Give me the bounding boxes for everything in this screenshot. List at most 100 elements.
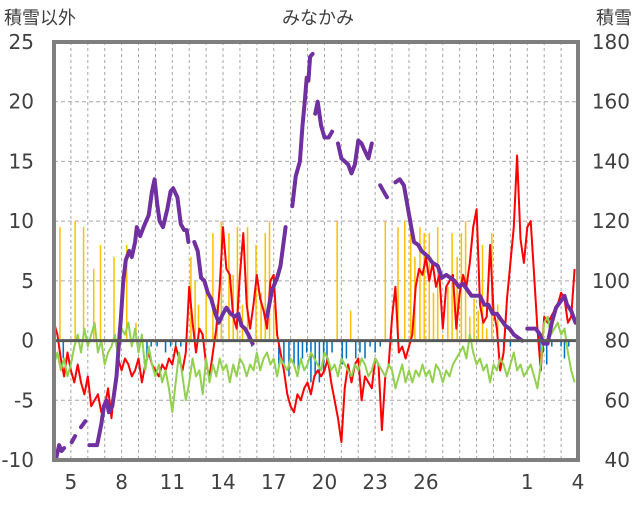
snow_depth-line [87, 177, 191, 448]
precip-bar [403, 221, 406, 341]
precip-bar [542, 340, 545, 353]
precip-bar [205, 292, 207, 341]
series-lines [52, 51, 578, 462]
precip-bar [359, 340, 361, 353]
x-tick-label: 4 [572, 470, 585, 494]
precip-bar [288, 340, 290, 377]
x-tick-label: 11 [160, 470, 185, 494]
x-tick-label: 1 [521, 470, 534, 494]
precip-bar [477, 310, 480, 341]
x-tick-label: 14 [210, 470, 235, 494]
precip-bar [567, 340, 570, 347]
precip-bar [485, 328, 488, 341]
precip-bar [150, 340, 152, 347]
temp_max-line [53, 154, 576, 444]
precip-bar [481, 245, 484, 341]
x-tick-label: 26 [413, 470, 438, 494]
precip-bar [331, 340, 333, 353]
plot-frame [52, 40, 580, 462]
precip-bar [164, 340, 167, 353]
precip-bar [293, 340, 295, 365]
precip-bar [364, 340, 366, 359]
precip-bar [297, 340, 300, 371]
precip-bar [260, 292, 262, 341]
precip-bar [74, 221, 76, 341]
precip-bar [326, 340, 328, 365]
precip-bar [447, 286, 449, 341]
left-tick-label: 15 [9, 149, 34, 173]
left-tick-label: -5 [14, 388, 34, 412]
precip-bar [496, 304, 499, 341]
precip-bar [194, 280, 196, 341]
precip-bar [310, 340, 312, 383]
precip-bar [451, 233, 453, 341]
right-tick-label: 140 [592, 149, 630, 173]
precip-bar [539, 340, 541, 353]
right-tick-label: 60 [605, 388, 630, 412]
precip-bar [156, 340, 158, 347]
precip-bar [384, 221, 387, 341]
precip-bar [125, 245, 128, 341]
precip-bar [146, 340, 148, 359]
precip-bar [92, 268, 95, 341]
right-tick-label: 180 [592, 30, 630, 54]
precip-bar [301, 340, 304, 359]
snow_depth-line [290, 51, 315, 209]
left-tick-label: 20 [9, 90, 34, 114]
precip-bar [228, 233, 230, 341]
precip-bar [545, 340, 548, 365]
snow_depth-line [79, 419, 88, 430]
precip-bar [201, 334, 203, 341]
precip-bar [113, 256, 115, 341]
snow_depth-line [69, 434, 78, 445]
left-tick-label: 10 [9, 209, 34, 233]
precip-bar [428, 233, 431, 341]
x-tick-label: 17 [261, 470, 286, 494]
precip-bar [62, 340, 65, 359]
precip-bar [278, 340, 280, 365]
left-tick-label: -10 [1, 448, 34, 472]
precip-bar [456, 256, 458, 341]
precip-bar [442, 334, 444, 341]
precip-bar [272, 304, 275, 341]
precip-bar [197, 304, 200, 341]
precip-bar [283, 340, 285, 365]
precip-bar [509, 340, 512, 347]
precip-bar [419, 227, 421, 341]
precip-bar [397, 227, 399, 341]
left-tick-label: 25 [9, 30, 34, 54]
right-axis-label: 積雪 [596, 8, 632, 29]
snow_depth-line [525, 293, 578, 346]
snow_depth-line [336, 138, 374, 176]
precip-bar [82, 227, 85, 341]
precip-bar [563, 340, 566, 359]
right-tick-label: 120 [592, 209, 630, 233]
snow_depth-line [265, 225, 288, 319]
precip-bar [469, 316, 471, 341]
snow_depth-line [313, 99, 335, 140]
precip-bar [560, 340, 562, 347]
precip-bar [246, 227, 249, 341]
precip-bar [379, 340, 381, 347]
x-tick-label: 5 [65, 470, 78, 494]
precip-bar [236, 227, 239, 341]
precip-bar [551, 340, 553, 347]
precip-bar [369, 340, 371, 347]
precip-bar [264, 233, 267, 341]
right-tick-label: 80 [605, 329, 630, 353]
precip-bar [336, 221, 338, 341]
precip-bar [59, 227, 61, 341]
snow_depth-line [393, 177, 525, 343]
x-tick-label: 8 [115, 470, 128, 494]
precip-bar [174, 340, 177, 347]
precip-bar [255, 245, 257, 341]
left-tick-label: 0 [21, 329, 34, 353]
chart-title: みなかみ [282, 8, 354, 29]
precip-bar [432, 292, 435, 341]
precip-bar [473, 298, 475, 341]
right-tick-label: 100 [592, 269, 630, 293]
precip-bar [180, 340, 182, 347]
